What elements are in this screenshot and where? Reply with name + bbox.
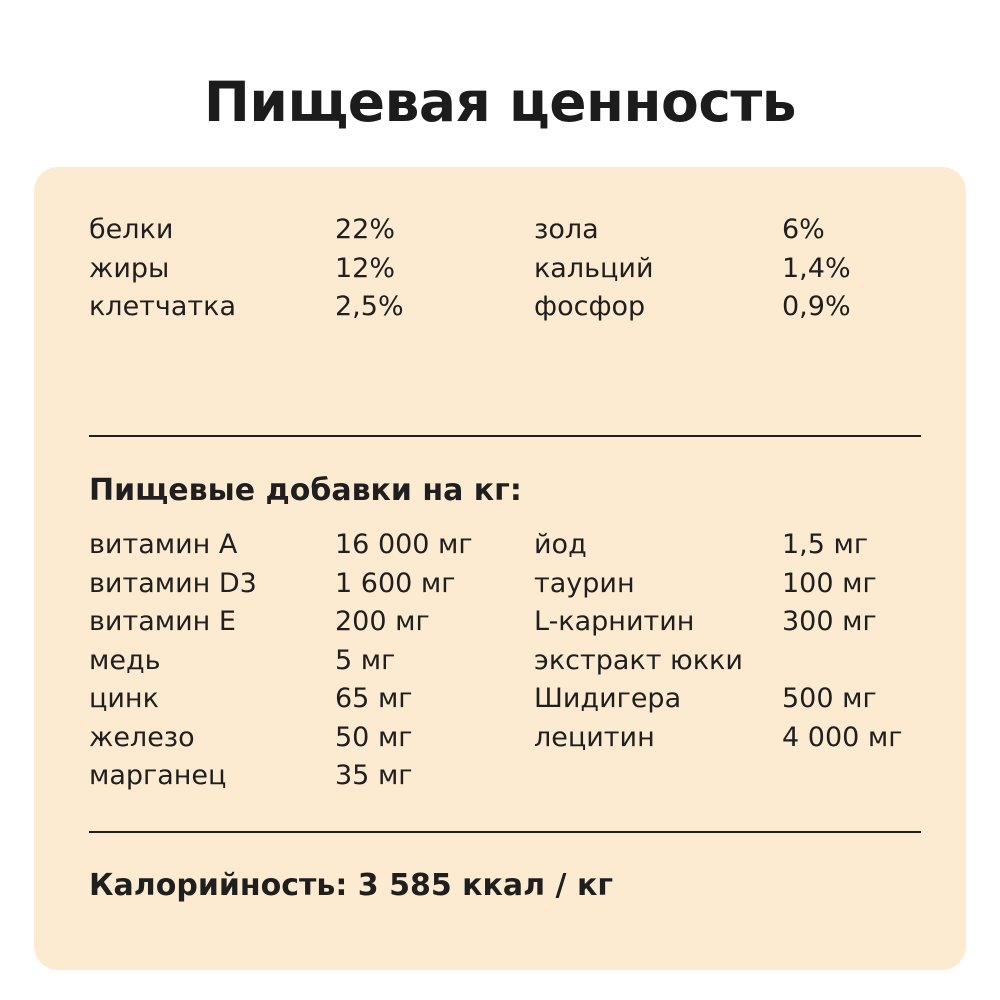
section-divider (89, 435, 921, 437)
table-row: витамин D3 1 600 мг таурин 100 мг (89, 565, 929, 604)
additive-name: витамин E (89, 606, 236, 637)
additive-name: медь (89, 644, 161, 676)
nutrient-name: белки (89, 214, 174, 245)
additive-value: 4 000 мг (782, 721, 903, 753)
additive-value: 200 мг (335, 606, 430, 637)
composition-table: белки 22% зола 6% жиры 12% кальций 1,4% … (89, 211, 929, 327)
nutrient-value: 0,9% (782, 291, 851, 322)
nutrient-value: 6% (782, 214, 825, 245)
nutrient-value: 22% (335, 214, 396, 245)
additives-heading: Пищевые добавки на кг: (89, 473, 522, 508)
section-divider (89, 831, 921, 833)
additive-name: витамин A (89, 529, 238, 560)
additive-name: цинк (89, 683, 159, 714)
table-row: железо 50 мг лецитин 4 000 мг (89, 719, 929, 758)
additive-name: витамин D3 (89, 567, 257, 599)
nutrient-name: фосфор (534, 291, 646, 322)
additive-value: 1,5 мг (782, 529, 869, 560)
additive-value: 5 мг (335, 644, 396, 676)
additive-name: таурин (534, 567, 635, 599)
table-row: медь 5 мг экстракт юкки (89, 642, 929, 681)
nutrient-value: 2,5% (335, 291, 404, 322)
table-row: марганец 35 мг (89, 757, 929, 796)
nutrient-value: 1,4% (782, 252, 851, 284)
page-title: Пищевая ценность (203, 70, 797, 134)
table-row: жиры 12% кальций 1,4% (89, 250, 929, 289)
additive-value: 300 мг (782, 606, 877, 637)
nutrient-value: 12% (335, 252, 396, 284)
table-row: витамин A 16 000 мг йод 1,5 мг (89, 526, 929, 565)
table-row: клетчатка 2,5% фосфор 0,9% (89, 288, 929, 327)
nutrient-name: жиры (89, 252, 170, 284)
additive-name: марганец (89, 760, 227, 791)
additive-name: Шидигера (534, 683, 682, 714)
additive-value: 50 мг (335, 721, 413, 753)
additive-value: 16 000 мг (335, 529, 473, 560)
additives-table: витамин A 16 000 мг йод 1,5 мг витамин D… (89, 526, 929, 796)
additive-name: L-карнитин (534, 606, 695, 637)
nutrient-name: кальций (534, 252, 654, 284)
table-row: белки 22% зола 6% (89, 211, 929, 250)
additive-name: железо (89, 721, 195, 753)
table-row: витамин E 200 мг L-карнитин 300 мг (89, 603, 929, 642)
table-row: цинк 65 мг Шидигера 500 мг (89, 680, 929, 719)
additive-value: 65 мг (335, 683, 413, 714)
additive-name: экстракт юкки (534, 644, 743, 676)
nutrient-name: зола (534, 214, 599, 245)
additive-value: 35 мг (335, 760, 413, 791)
additive-value: 1 600 мг (335, 567, 456, 599)
additive-value: 500 мг (782, 683, 877, 714)
additive-name: лецитин (534, 721, 655, 753)
calories-total: Калорийность: 3 585 ккал / кг (89, 868, 613, 903)
additive-name: йод (534, 529, 587, 560)
nutrient-name: клетчатка (89, 291, 236, 322)
additive-value: 100 мг (782, 567, 877, 599)
nutrition-card: белки 22% зола 6% жиры 12% кальций 1,4% … (34, 167, 966, 970)
